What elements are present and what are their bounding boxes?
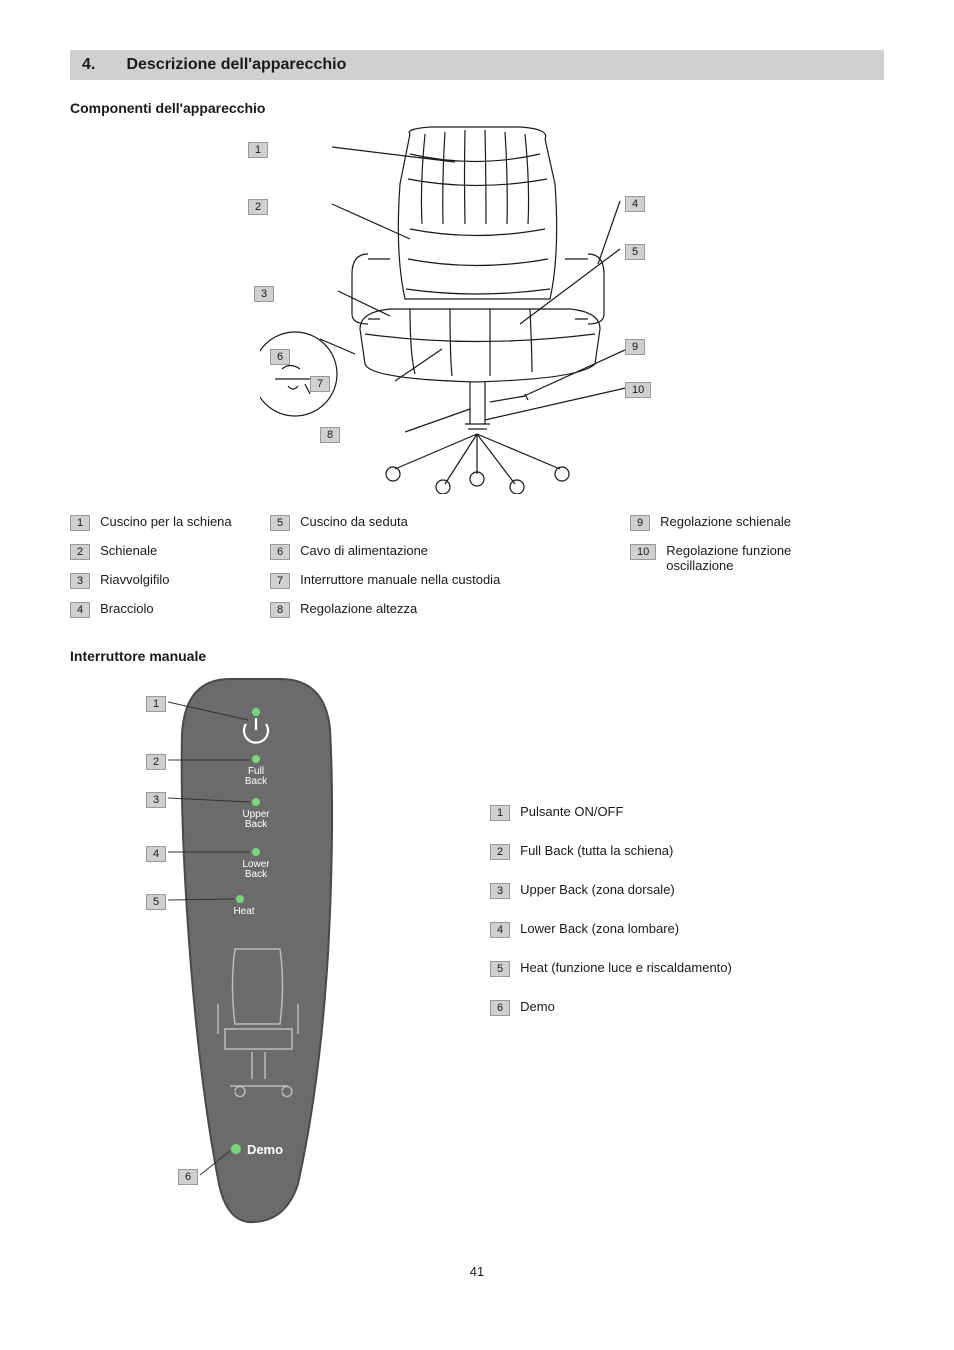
legend-number: 6 bbox=[490, 1000, 510, 1016]
legend-label: Regolazione schienale bbox=[660, 514, 791, 529]
legend-item: 3 Upper Back (zona dorsale) bbox=[490, 882, 732, 899]
chair-callout-number: 8 bbox=[320, 427, 340, 443]
legend-item: 6 Cavo di alimentazione bbox=[270, 543, 630, 560]
svg-text:UpperBack: UpperBack bbox=[242, 809, 270, 830]
legend-number: 3 bbox=[70, 573, 90, 589]
legend-item: 1 Cuscino per la schiena bbox=[70, 514, 270, 531]
legend-number: 2 bbox=[70, 544, 90, 560]
legend-number: 1 bbox=[70, 515, 90, 531]
legend-number: 5 bbox=[490, 961, 510, 977]
legend-number: 9 bbox=[630, 515, 650, 531]
legend-number: 3 bbox=[490, 883, 510, 899]
legend-number: 4 bbox=[70, 602, 90, 618]
legend-item: 2 Schienale bbox=[70, 543, 270, 560]
legend-item: 2 Full Back (tutta la schiena) bbox=[490, 843, 732, 860]
legend-label: Regolazione funzione oscillazione bbox=[666, 543, 860, 573]
chair-callout-number: 6 bbox=[270, 349, 290, 365]
remote-callout-number: 6 bbox=[178, 1169, 198, 1185]
legend-item: 9 Regolazione schienale bbox=[630, 514, 860, 531]
remote-diagram: FullBack UpperBack LowerBack Heat Demo bbox=[70, 674, 370, 1234]
legend-item: 5 Heat (funzione luce e riscaldamento) bbox=[490, 960, 732, 977]
legend-item: 4 Lower Back (zona lombare) bbox=[490, 921, 732, 938]
svg-text:Heat: Heat bbox=[233, 906, 254, 917]
legend-label: Schienale bbox=[100, 543, 157, 558]
legend-number: 2 bbox=[490, 844, 510, 860]
legend-number: 7 bbox=[270, 573, 290, 589]
remote-callout-number: 1 bbox=[146, 696, 166, 712]
chair-callout-number: 5 bbox=[625, 244, 645, 260]
legend-label: Heat (funzione luce e riscaldamento) bbox=[520, 960, 732, 975]
chair-callout-number: 7 bbox=[310, 376, 330, 392]
svg-text:LowerBack: LowerBack bbox=[242, 859, 270, 880]
legend-number: 8 bbox=[270, 602, 290, 618]
legend-item: 5 Cuscino da seduta bbox=[270, 514, 630, 531]
remote-callout-number: 4 bbox=[146, 846, 166, 862]
chair-callout-number: 2 bbox=[248, 199, 268, 215]
chair-callout-number: 4 bbox=[625, 196, 645, 212]
legend-label: Pulsante ON/OFF bbox=[520, 804, 623, 819]
section-number: 4. bbox=[82, 56, 122, 74]
legend-label: Riavvolgifilo bbox=[100, 572, 169, 587]
legend-item: 3 Riavvolgifilo bbox=[70, 572, 270, 589]
legend-label: Demo bbox=[520, 999, 555, 1014]
chair-callout-number: 1 bbox=[248, 142, 268, 158]
legend-item: 1 Pulsante ON/OFF bbox=[490, 804, 732, 821]
chair-diagram: 1 2 3 6 7 8 4 5 9 10 bbox=[70, 124, 884, 504]
section-header: 4. Descrizione dell'apparecchio bbox=[70, 50, 884, 80]
legend-label: Cuscino da seduta bbox=[300, 514, 408, 529]
legend-label: Cavo di alimentazione bbox=[300, 543, 428, 558]
remote-callout-number: 2 bbox=[146, 754, 166, 770]
legend-label: Cuscino per la schiena bbox=[100, 514, 232, 529]
legend-label: Regolazione altezza bbox=[300, 601, 417, 616]
remote-svg: FullBack UpperBack LowerBack Heat Demo bbox=[70, 674, 370, 1234]
legend-item: 4 Bracciolo bbox=[70, 601, 270, 618]
legend-label: Full Back (tutta la schiena) bbox=[520, 843, 673, 858]
subheading-remote: Interruttore manuale bbox=[70, 648, 884, 664]
legend-label: Bracciolo bbox=[100, 601, 153, 616]
remote-legend: 1 Pulsante ON/OFF 2 Full Back (tutta la sch… bbox=[490, 804, 732, 1016]
legend-item: 10 Regolazione funzione oscillazione bbox=[630, 543, 860, 573]
chair-legend: 1 Cuscino per la schiena 2 Schienale 3 Riavvo… bbox=[70, 514, 884, 618]
chair-callout-number: 3 bbox=[254, 286, 274, 302]
legend-number: 10 bbox=[630, 544, 656, 560]
legend-item: 7 Interruttore manuale nella custodia bbox=[270, 572, 630, 589]
legend-number: 6 bbox=[270, 544, 290, 560]
page-number: 41 bbox=[70, 1264, 884, 1279]
legend-number: 4 bbox=[490, 922, 510, 938]
legend-label: Upper Back (zona dorsale) bbox=[520, 882, 675, 897]
legend-item: 6 Demo bbox=[490, 999, 732, 1016]
subheading-components: Componenti dell'apparecchio bbox=[70, 100, 884, 116]
section-title: Descrizione dell'apparecchio bbox=[126, 56, 346, 73]
svg-text:Demo: Demo bbox=[247, 1142, 283, 1157]
chair-callout-number: 10 bbox=[625, 382, 651, 398]
legend-number: 1 bbox=[490, 805, 510, 821]
remote-callout-number: 3 bbox=[146, 792, 166, 808]
legend-item: 8 Regolazione altezza bbox=[270, 601, 630, 618]
remote-callout-number: 5 bbox=[146, 894, 166, 910]
legend-label: Lower Back (zona lombare) bbox=[520, 921, 679, 936]
legend-number: 5 bbox=[270, 515, 290, 531]
chair-callout-number: 9 bbox=[625, 339, 645, 355]
legend-label: Interruttore manuale nella custodia bbox=[300, 572, 500, 587]
